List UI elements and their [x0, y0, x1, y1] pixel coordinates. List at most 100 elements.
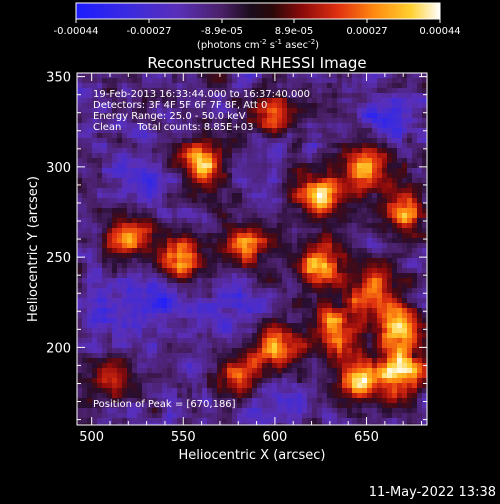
heatmap-cell: [252, 273, 257, 278]
heatmap-cell: [117, 213, 122, 218]
heatmap-cell: [367, 173, 372, 178]
heatmap-cell: [327, 368, 332, 373]
heatmap-cell: [137, 363, 142, 368]
heatmap-cell: [242, 253, 247, 258]
heatmap-cell: [382, 233, 387, 238]
heatmap-cell: [362, 248, 367, 253]
heatmap-cell: [77, 328, 82, 333]
heatmap-cell: [232, 358, 237, 363]
heatmap-cell: [407, 198, 412, 203]
heatmap-cell: [77, 113, 82, 118]
heatmap-cell: [397, 378, 402, 383]
heatmap-cell: [392, 98, 397, 103]
heatmap-cell: [192, 138, 197, 143]
heatmap-cell: [107, 378, 112, 383]
heatmap-cell: [367, 323, 372, 328]
heatmap-cell: [362, 333, 367, 338]
heatmap-cell: [377, 293, 382, 298]
heatmap-cell: [362, 378, 367, 383]
heatmap-cell: [407, 413, 412, 418]
heatmap-cell: [392, 198, 397, 203]
heatmap-cell: [402, 233, 407, 238]
heatmap-cell: [397, 343, 402, 348]
heatmap-cell: [232, 153, 237, 158]
heatmap-cell: [177, 303, 182, 308]
heatmap-cell: [397, 123, 402, 128]
heatmap-cell: [402, 78, 407, 83]
heatmap-cell: [292, 103, 297, 108]
heatmap-cell: [202, 183, 207, 188]
heatmap-cell: [407, 318, 412, 323]
heatmap-cell: [237, 183, 242, 188]
heatmap-cell: [377, 103, 382, 108]
heatmap-cell: [387, 243, 392, 248]
heatmap-cell: [267, 363, 272, 368]
heatmap-cell: [97, 198, 102, 203]
heatmap-cell: [357, 413, 362, 418]
heatmap-cell: [92, 73, 97, 78]
heatmap-cell: [257, 153, 262, 158]
heatmap-cell: [267, 238, 272, 243]
heatmap-cell: [162, 233, 167, 238]
heatmap-cell: [87, 393, 92, 398]
heatmap-cell: [292, 393, 297, 398]
heatmap-cell: [132, 278, 137, 283]
heatmap-cell: [357, 313, 362, 318]
heatmap-cell: [417, 83, 422, 88]
heatmap-cell: [157, 278, 162, 283]
heatmap-cell: [252, 263, 257, 268]
heatmap-cell: [307, 173, 312, 178]
colorbar: [76, 3, 440, 19]
heatmap-cell: [262, 188, 267, 193]
heatmap-cell: [292, 318, 297, 323]
heatmap-cell: [212, 163, 217, 168]
heatmap-cell: [327, 78, 332, 83]
heatmap-cell: [377, 183, 382, 188]
heatmap-cell: [152, 213, 157, 218]
heatmap-cell: [347, 123, 352, 128]
heatmap-cell: [267, 358, 272, 363]
heatmap-cell: [262, 293, 267, 298]
heatmap-cell: [197, 238, 202, 243]
heatmap-cell: [167, 278, 172, 283]
heatmap-cell: [367, 203, 372, 208]
heatmap-cell: [102, 223, 107, 228]
heatmap-cell: [142, 393, 147, 398]
heatmap-cell: [197, 213, 202, 218]
heatmap-cell: [92, 263, 97, 268]
heatmap-cell: [347, 358, 352, 363]
heatmap-cell: [357, 213, 362, 218]
heatmap-cell: [117, 293, 122, 298]
heatmap-cell: [142, 338, 147, 343]
heatmap-cell: [222, 273, 227, 278]
heatmap-cell: [82, 233, 87, 238]
heatmap-cell: [232, 288, 237, 293]
heatmap-cell: [292, 208, 297, 213]
heatmap-cell: [382, 248, 387, 253]
heatmap-cell: [122, 383, 127, 388]
heatmap-cell: [102, 313, 107, 318]
heatmap-cell: [347, 273, 352, 278]
heatmap-cell: [112, 143, 117, 148]
heatmap-cell: [302, 103, 307, 108]
heatmap-cell: [237, 388, 242, 393]
heatmap-cell: [142, 358, 147, 363]
heatmap-cell: [387, 188, 392, 193]
heatmap-cell: [112, 328, 117, 333]
heatmap-cell: [117, 243, 122, 248]
heatmap-cell: [227, 298, 232, 303]
heatmap-cell: [392, 413, 397, 418]
heatmap-cell: [402, 98, 407, 103]
heatmap-cell: [317, 108, 322, 113]
heatmap-cell: [122, 323, 127, 328]
heatmap-cell: [92, 363, 97, 368]
heatmap-cell: [377, 353, 382, 358]
heatmap-cell: [237, 363, 242, 368]
heatmap-cell: [292, 298, 297, 303]
heatmap-cell: [322, 358, 327, 363]
heatmap-cell: [197, 353, 202, 358]
heatmap-cell: [372, 163, 377, 168]
heatmap-cell: [377, 418, 382, 423]
heatmap-cell: [342, 173, 347, 178]
heatmap-cell: [407, 193, 412, 198]
